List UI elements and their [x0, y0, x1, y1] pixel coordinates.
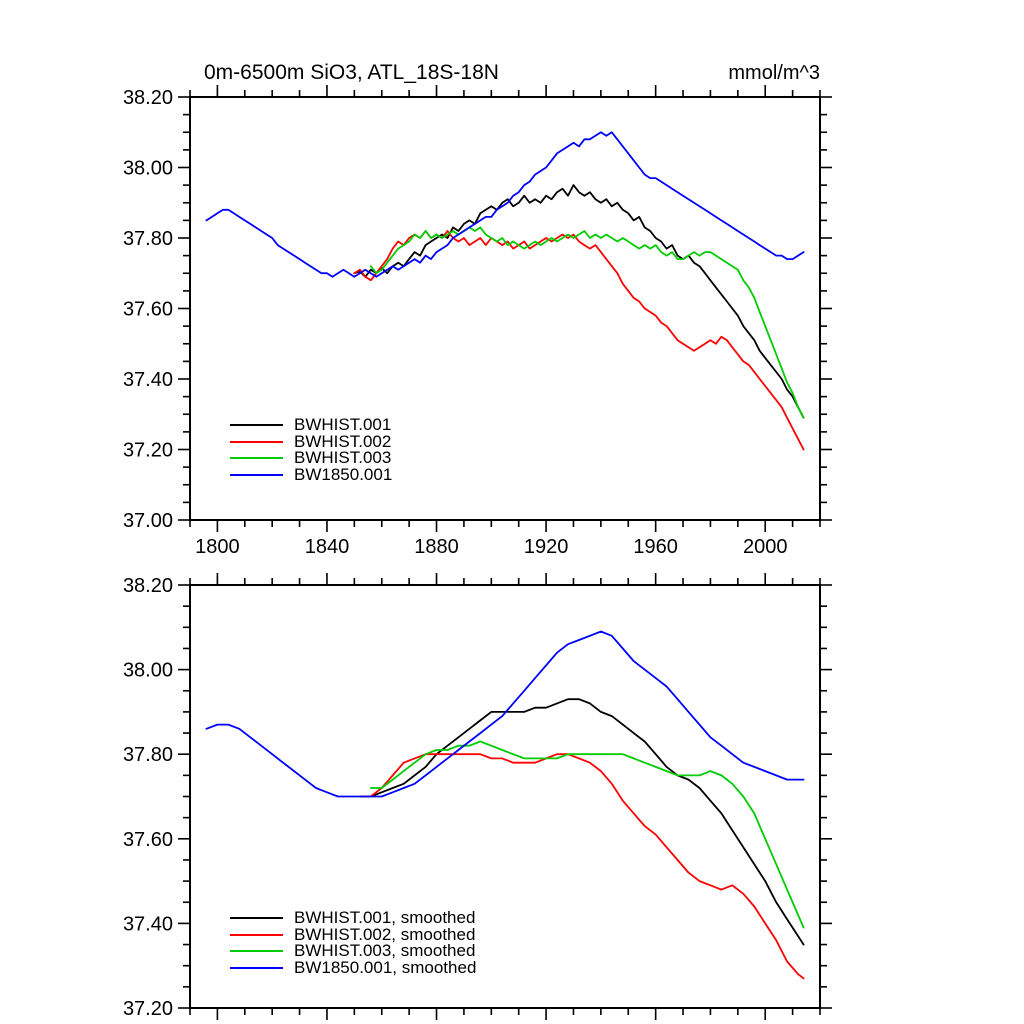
x-axis-tick-label: 1800	[195, 536, 240, 558]
legend-item: BWHIST.003	[230, 448, 392, 468]
legend-line-swatch	[230, 440, 283, 443]
chart-0-series-line	[205, 131, 805, 278]
legend-line-swatch	[230, 967, 283, 970]
legend-line-swatch	[230, 424, 283, 427]
legend-top-chart: BWHIST.001 BWHIST.002 BWHIST.003 BW1850.…	[230, 415, 393, 484]
legend-item: BWHIST.002	[230, 431, 392, 451]
legend-line-swatch	[230, 933, 283, 936]
legend-item-label: BWHIST.003, smoothed	[294, 941, 476, 961]
legend-item-label: BWHIST.002, smoothed	[294, 924, 476, 944]
x-axis-tick-label: 2000	[743, 536, 788, 558]
legend-item: BWHIST.001	[230, 415, 392, 434]
chart-1-series-line	[358, 753, 805, 980]
legend-item-label: BWHIST.003	[294, 448, 392, 468]
legend-item: BW1850.001	[230, 464, 393, 484]
legend-item: BWHIST.002, smoothed	[230, 924, 476, 944]
units-label: mmol/m^3	[728, 62, 820, 84]
y-axis-tick-label: 37.60	[123, 829, 173, 851]
chart-1-series-line	[369, 740, 805, 929]
legend-line-swatch	[230, 457, 283, 460]
y-axis-tick-label: 37.80	[123, 228, 173, 250]
legend-item-label: BWHIST.002	[294, 431, 392, 451]
legend-line-swatch	[230, 474, 283, 477]
x-axis-tick-label: 1880	[414, 536, 459, 558]
y-axis-tick-label: 38.00	[123, 660, 173, 682]
y-axis-tick-label: 37.20	[123, 440, 173, 462]
chart-1-series-line	[358, 698, 805, 946]
x-axis-tick-label: 1840	[305, 536, 350, 558]
legend-item: BWHIST.003, smoothed	[230, 941, 476, 961]
legend-line-swatch	[230, 917, 283, 920]
x-axis-tick-label: 1920	[524, 536, 569, 558]
legend-item: BW1850.001, smoothed	[230, 957, 477, 977]
chart-0-series-line	[369, 226, 805, 419]
legend-line-swatch	[230, 950, 283, 953]
legend-bottom-chart: BWHIST.001, smoothed BWHIST.002, smoothe…	[230, 908, 477, 977]
chart-1-ticks	[178, 573, 832, 1020]
chart-1: 37.20 37.40 37.60 37.80 38.00 38.20	[123, 573, 832, 1020]
y-axis-tick-label: 37.40	[123, 913, 173, 935]
legend-item-label: BW1850.001	[294, 464, 393, 484]
legend-item-label: BWHIST.001, smoothed	[294, 908, 476, 927]
y-axis-tick-label: 37.60	[123, 299, 173, 321]
y-axis-tick-label: 37.40	[123, 369, 173, 391]
chart-1-series-line	[205, 630, 805, 798]
chart-0-series-line	[353, 230, 805, 451]
x-axis-tick-label: 1960	[633, 536, 678, 558]
y-axis-tick-label: 38.00	[123, 158, 173, 180]
legend-item-label: BW1850.001, smoothed	[294, 957, 477, 977]
y-axis-tick-label: 38.20	[123, 87, 173, 109]
chart-0-ticks	[178, 85, 832, 532]
chart-title: 0m-6500m SiO3, ATL_18S-18N	[204, 61, 499, 84]
legend-item-label: BWHIST.001	[294, 415, 392, 434]
y-axis-tick-label: 37.20	[123, 998, 173, 1020]
chart-0: 37.00 37.20 37.40 37.60 37.80 38.00 38.20 1800 1…	[123, 85, 832, 558]
chart-0-series-line	[353, 184, 805, 419]
y-axis-tick-label: 37.80	[123, 744, 173, 766]
y-axis-tick-label: 38.20	[123, 575, 173, 597]
legend-item: BWHIST.001, smoothed	[230, 908, 476, 927]
y-axis-tick-label: 37.00	[123, 510, 173, 532]
